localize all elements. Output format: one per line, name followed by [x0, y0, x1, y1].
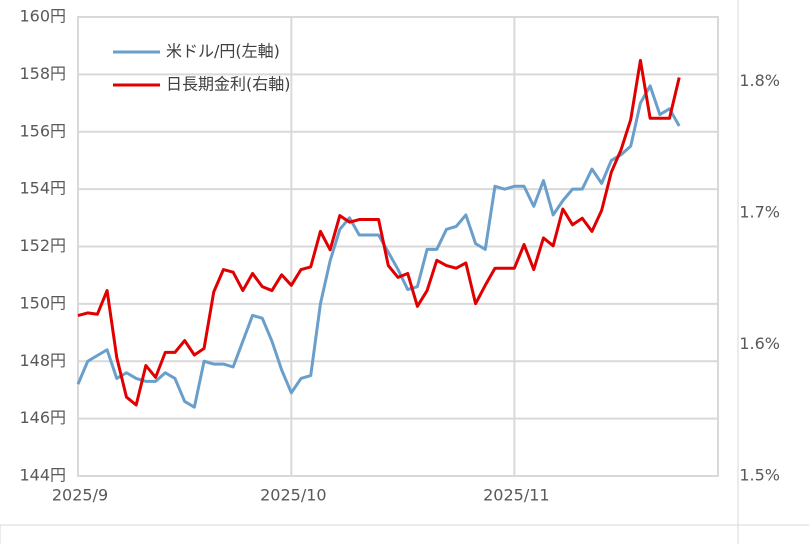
plot-frame [77, 16, 719, 477]
series-line [76, 84, 681, 409]
legend: 米ドル/円(左軸) 日長期金利(右軸) [113, 42, 291, 94]
y2-tick-label: 1.8% [739, 71, 780, 90]
legend-label: 米ドル/円(左軸) [166, 42, 280, 61]
legend-label: 日長期金利(右軸) [166, 75, 291, 94]
y-tick-label: 154円 [19, 179, 66, 198]
y-tick-label: 152円 [19, 236, 66, 255]
x-tick-label: 2025/11 [483, 486, 549, 505]
y2-tick-label: 1.7% [739, 202, 780, 221]
x-tick-label: 2025/10 [260, 486, 326, 505]
x-tick-label: 2025/9 [52, 486, 108, 505]
y-tick-label: 146円 [19, 408, 66, 427]
y2-tick-label: 1.6% [739, 334, 780, 353]
y-tick-label: 150円 [19, 293, 66, 312]
series-line [77, 58, 681, 407]
y-tick-label: 156円 [19, 121, 66, 140]
chart-area [0, 0, 736, 522]
y-tick-label: 158円 [19, 64, 66, 83]
y2-tick-label: 1.5% [739, 466, 780, 485]
y-tick-label: 144円 [19, 466, 66, 485]
y-tick-label: 148円 [19, 351, 66, 370]
y-tick-label: 160円 [19, 7, 66, 26]
